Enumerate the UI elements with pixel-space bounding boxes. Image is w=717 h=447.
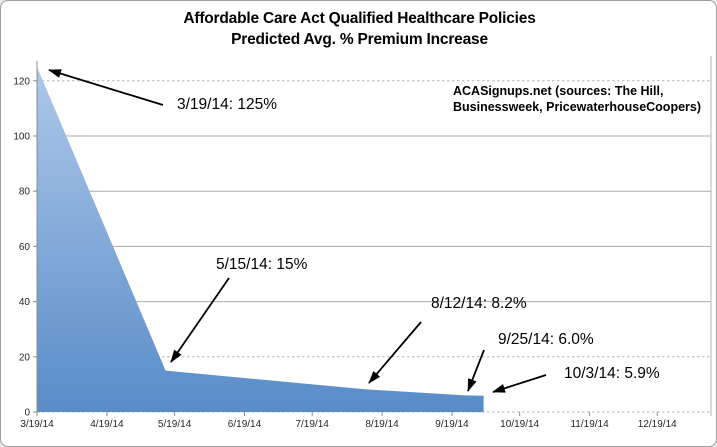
x-tick-label: 7/19/14 <box>295 419 329 430</box>
x-tick-label: 4/19/14 <box>90 419 124 430</box>
x-tick-label: 3/19/14 <box>20 419 54 430</box>
y-tick-label: 100 <box>13 132 30 143</box>
annotation-label: 9/25/14: 6.0% <box>498 331 594 348</box>
y-tick-label: 20 <box>19 352 31 363</box>
x-tick-label: 9/19/14 <box>435 419 469 430</box>
y-tick-label: 80 <box>19 187 31 198</box>
x-tick-label: 6/19/14 <box>228 419 262 430</box>
annotation-label: 5/15/14: 15% <box>216 256 308 273</box>
annotation-arrow <box>467 349 485 392</box>
source-note: ACASignups.net (sources: The Hill, Busin… <box>453 83 701 115</box>
x-tick-label: 12/19/14 <box>638 419 677 430</box>
chart-title-line1: Affordable Care Act Qualified Healthcare… <box>183 10 536 27</box>
annotation-arrow <box>492 374 547 393</box>
source-note-line1: ACASignups.net (sources: The Hill, <box>453 84 664 98</box>
annotation-label: 10/3/14: 5.9% <box>564 365 660 382</box>
x-tick-label: 11/19/14 <box>570 419 609 430</box>
y-tick-label: 0 <box>24 408 30 419</box>
annotation-arrow <box>48 69 164 106</box>
area-series <box>37 67 484 412</box>
source-note-line2: Businessweek, PricewaterhouseCoopers) <box>453 100 702 114</box>
y-tick-label: 60 <box>19 242 31 253</box>
y-tick-label: 120 <box>13 76 30 87</box>
y-tick-label: 40 <box>19 297 31 308</box>
chart-title: Affordable Care Act Qualified Healthcare… <box>1 8 716 50</box>
x-tick-label: 10/19/14 <box>500 419 539 430</box>
chart-title-line2: Predicted Avg. % Premium Increase <box>231 31 488 48</box>
x-tick-label: 5/19/14 <box>158 419 192 430</box>
annotation-label: 8/12/14: 8.2% <box>431 295 527 312</box>
x-tick-label: 8/19/14 <box>365 419 399 430</box>
annotation-arrow <box>368 321 422 384</box>
annotation-label: 3/19/14: 125% <box>177 96 277 113</box>
annotation-arrow <box>170 277 230 363</box>
